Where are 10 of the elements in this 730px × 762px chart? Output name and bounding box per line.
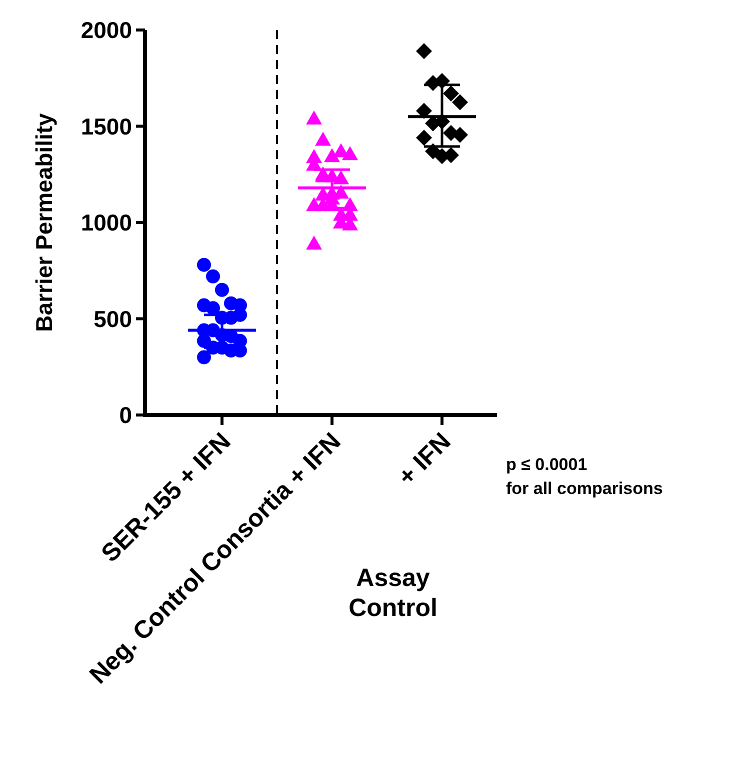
text: for all comparisons (506, 479, 663, 498)
y-tick-label: 2000 (80, 17, 132, 44)
y-tick-label: 500 (94, 306, 132, 332)
y-tick-label: 0 (119, 402, 132, 428)
x-axis-title: Assay Control (348, 564, 438, 622)
y-tick-label: 1500 (80, 113, 132, 140)
x-tick-label: + IFN (392, 427, 456, 491)
y-tick-label: 1000 (80, 210, 132, 236)
text: p ≤ 0.0001 (506, 455, 588, 474)
y-axis-title: Barrier Permeability (31, 112, 57, 332)
